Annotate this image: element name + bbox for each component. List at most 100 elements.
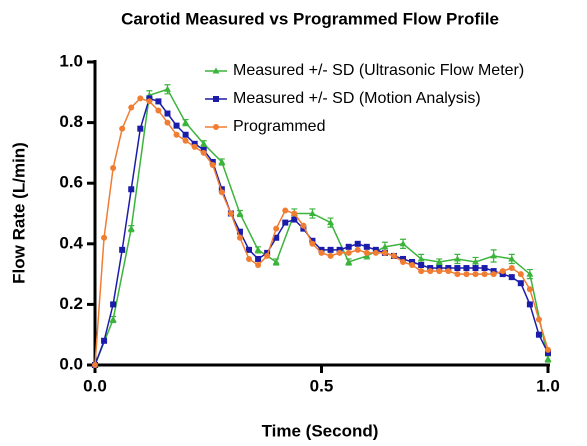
marker [92,362,98,368]
marker [264,249,271,256]
marker [490,268,497,275]
chart-title: Carotid Measured vs Programmed Flow Prof… [121,9,499,28]
marker [472,258,480,265]
marker [535,331,542,338]
y-tick-label: 1.0 [59,51,83,70]
marker [490,271,497,278]
marker [164,119,171,126]
marker [481,265,488,272]
marker [318,246,325,253]
marker [436,265,443,272]
marker [273,225,280,232]
marker [336,249,343,256]
marker [499,271,506,278]
marker [463,271,470,278]
series-line [94,88,549,366]
marker [119,125,126,132]
marker [272,258,280,265]
marker [282,207,289,214]
marker [209,158,216,165]
marker [182,119,190,126]
marker [327,246,334,253]
marker [345,258,353,265]
x-tick-label: 1.0 [536,376,560,395]
marker [137,95,144,102]
y-axis-label: Flow Rate (L/min) [9,142,28,284]
legend-label: Measured +/- SD (Ultrasonic Flow Meter) [233,62,524,79]
marker [182,131,189,138]
marker [345,249,352,256]
marker [535,316,542,323]
marker [308,210,316,216]
series-line [94,97,549,366]
marker [409,258,416,265]
marker [191,143,198,150]
marker [200,149,207,156]
marker [544,355,552,362]
marker [155,107,162,114]
marker [309,240,316,247]
marker [336,246,343,253]
y-tick-label: 0.6 [59,173,83,192]
marker [517,280,524,287]
marker [435,258,443,265]
marker [363,249,370,256]
marker [508,265,515,272]
marker [499,268,506,275]
marker [282,219,289,226]
marker [236,210,244,216]
marker [101,234,108,241]
marker [400,258,407,265]
marker [454,265,461,272]
y-tick-label: 0.2 [59,294,83,313]
marker [127,225,135,232]
marker [453,255,461,262]
marker [399,240,407,247]
marker [327,219,335,226]
marker [417,255,425,262]
marker [508,255,516,262]
marker [526,286,533,293]
marker [236,234,243,241]
marker [372,246,379,253]
y-tick-label: 0.4 [59,233,83,252]
marker [254,246,262,253]
marker [155,98,162,105]
marker [291,216,298,223]
marker [454,271,461,278]
marker [255,255,262,262]
marker [381,243,389,250]
marker [200,146,207,153]
marker [110,165,117,172]
marker [300,222,307,229]
legend-label: Measured +/- SD (Motion Analysis) [233,90,481,107]
marker [128,104,135,111]
marker [173,131,180,138]
y-tick-label: 0.8 [59,112,83,131]
marker [128,186,135,193]
marker [264,252,271,259]
marker [445,265,452,272]
marker [418,262,425,269]
marker [372,249,379,256]
marker [409,262,416,269]
marker [137,125,144,132]
marker [508,274,515,281]
marker [146,98,153,105]
marker [526,270,534,277]
marker [472,271,479,278]
marker [418,268,425,275]
marker [472,265,479,272]
marker [427,265,434,272]
marker [463,265,470,272]
marker [163,85,171,92]
marker [246,246,253,253]
marker [436,268,443,275]
marker [191,140,198,147]
marker [354,240,361,247]
marker [363,243,370,250]
marker [213,124,219,130]
marker [273,234,280,241]
marker [255,262,262,269]
